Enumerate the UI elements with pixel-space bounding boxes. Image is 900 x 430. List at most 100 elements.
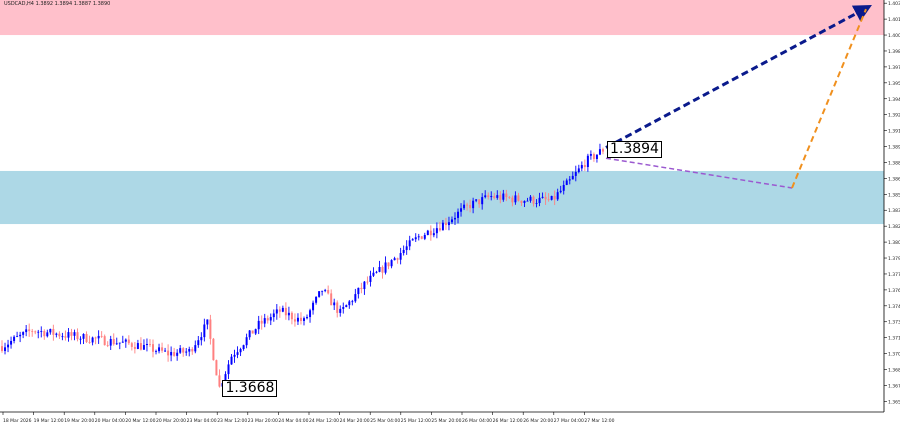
candle-body — [559, 190, 562, 193]
candle-body — [574, 171, 577, 176]
candle-body — [209, 319, 212, 339]
candle-body — [339, 308, 342, 313]
forecast-lines — [605, 5, 872, 189]
candle-body — [454, 217, 456, 220]
candle-body — [161, 347, 164, 351]
candle-body — [595, 154, 598, 159]
candle-body — [266, 318, 269, 321]
candle-body — [432, 233, 435, 236]
candle-body — [136, 343, 139, 349]
x-tick-label: 23 Mar 12:00 — [217, 418, 247, 424]
candle-body — [306, 317, 309, 319]
candle-body — [236, 352, 239, 355]
candle-body — [233, 354, 236, 357]
candle-body — [34, 331, 37, 333]
candle-body — [469, 205, 472, 209]
x-tick-label: 24 Mar 20:00 — [340, 418, 370, 424]
candle-body — [457, 211, 460, 218]
y-tick-label: 1.3820 — [888, 224, 900, 230]
y-tick-label: 1.3970 — [888, 65, 900, 71]
candle-body — [414, 237, 417, 240]
candle-body — [260, 320, 263, 324]
candle-body — [215, 360, 218, 376]
candle-body — [91, 337, 94, 343]
candle-body — [466, 204, 469, 206]
candle-body — [580, 165, 583, 169]
candle-body — [145, 343, 148, 346]
candle-body — [330, 293, 333, 306]
x-tick-label: 19 Mar 12:00 — [34, 418, 64, 424]
candle-body — [245, 337, 248, 346]
candle-body — [31, 331, 34, 332]
candle-body — [257, 320, 260, 330]
candle-body — [342, 307, 345, 309]
candle-body — [523, 200, 526, 203]
candle-body — [387, 262, 390, 267]
candle-body — [399, 253, 402, 260]
candle-body — [463, 204, 466, 209]
candle-body — [218, 375, 221, 387]
candle-body — [426, 230, 429, 236]
x-tick-label: 18 Mar 2026 — [3, 418, 32, 424]
y-tick-label: 1.3895 — [888, 145, 900, 151]
candle-body — [296, 317, 299, 322]
candle-body — [520, 200, 523, 203]
candle-body — [124, 339, 127, 342]
candle-body — [100, 335, 103, 337]
candle-body — [547, 199, 550, 201]
candle-body — [28, 329, 31, 332]
candle-body — [118, 342, 121, 344]
candle-body — [272, 313, 275, 318]
candle-body — [127, 339, 130, 344]
candle-body — [76, 332, 79, 340]
candle-body — [550, 195, 553, 200]
candle-body — [390, 260, 393, 267]
price-label-low: 1.3668 — [222, 379, 278, 397]
candle-body — [176, 352, 179, 356]
forecast-alt-up — [791, 8, 867, 189]
candle-body — [185, 351, 188, 353]
candle-body — [481, 197, 484, 205]
candle-body — [309, 310, 312, 318]
candle-body — [384, 262, 387, 273]
candle-body — [239, 349, 242, 353]
x-tick-label: 27 Mar 04:00 — [554, 418, 584, 424]
candle-body — [40, 331, 43, 332]
candle-body — [106, 345, 109, 346]
candle-body — [191, 349, 194, 352]
y-tick-label: 1.3805 — [888, 240, 900, 246]
candle-body — [423, 235, 426, 239]
candle-body — [275, 309, 278, 314]
candle-body — [556, 192, 559, 200]
candle-body — [478, 199, 481, 205]
candle-body — [97, 335, 100, 339]
candle-body — [393, 258, 396, 261]
y-tick-label: 1.3655 — [888, 399, 900, 405]
candle-body — [571, 175, 574, 180]
candle-body — [526, 200, 529, 202]
candle-body — [227, 364, 230, 375]
x-tick-label: 19 Mar 20:00 — [64, 418, 94, 424]
x-tick-label: 25 Mar 04:00 — [370, 418, 400, 424]
candle-body — [254, 329, 257, 334]
candle-body — [37, 331, 40, 333]
candle-body — [460, 208, 463, 212]
candle-body — [158, 347, 161, 352]
candle-body — [121, 341, 124, 343]
y-tick-label: 1.3955 — [888, 81, 900, 87]
candle-body — [7, 344, 10, 348]
y-tick-label: 1.4015 — [888, 17, 900, 23]
candle-body — [103, 336, 106, 346]
candle-body — [167, 350, 170, 356]
y-tick-label: 1.3865 — [888, 176, 900, 182]
candle-body — [592, 154, 595, 159]
candle-body — [487, 195, 490, 198]
candle-body — [372, 272, 375, 276]
y-tick-label: 1.3850 — [888, 192, 900, 198]
x-tick-label: 24 Mar 04:00 — [278, 418, 308, 424]
candle-body — [405, 246, 408, 250]
candle-body — [1, 346, 3, 351]
candle-body — [484, 195, 487, 198]
candle-body — [562, 184, 565, 191]
